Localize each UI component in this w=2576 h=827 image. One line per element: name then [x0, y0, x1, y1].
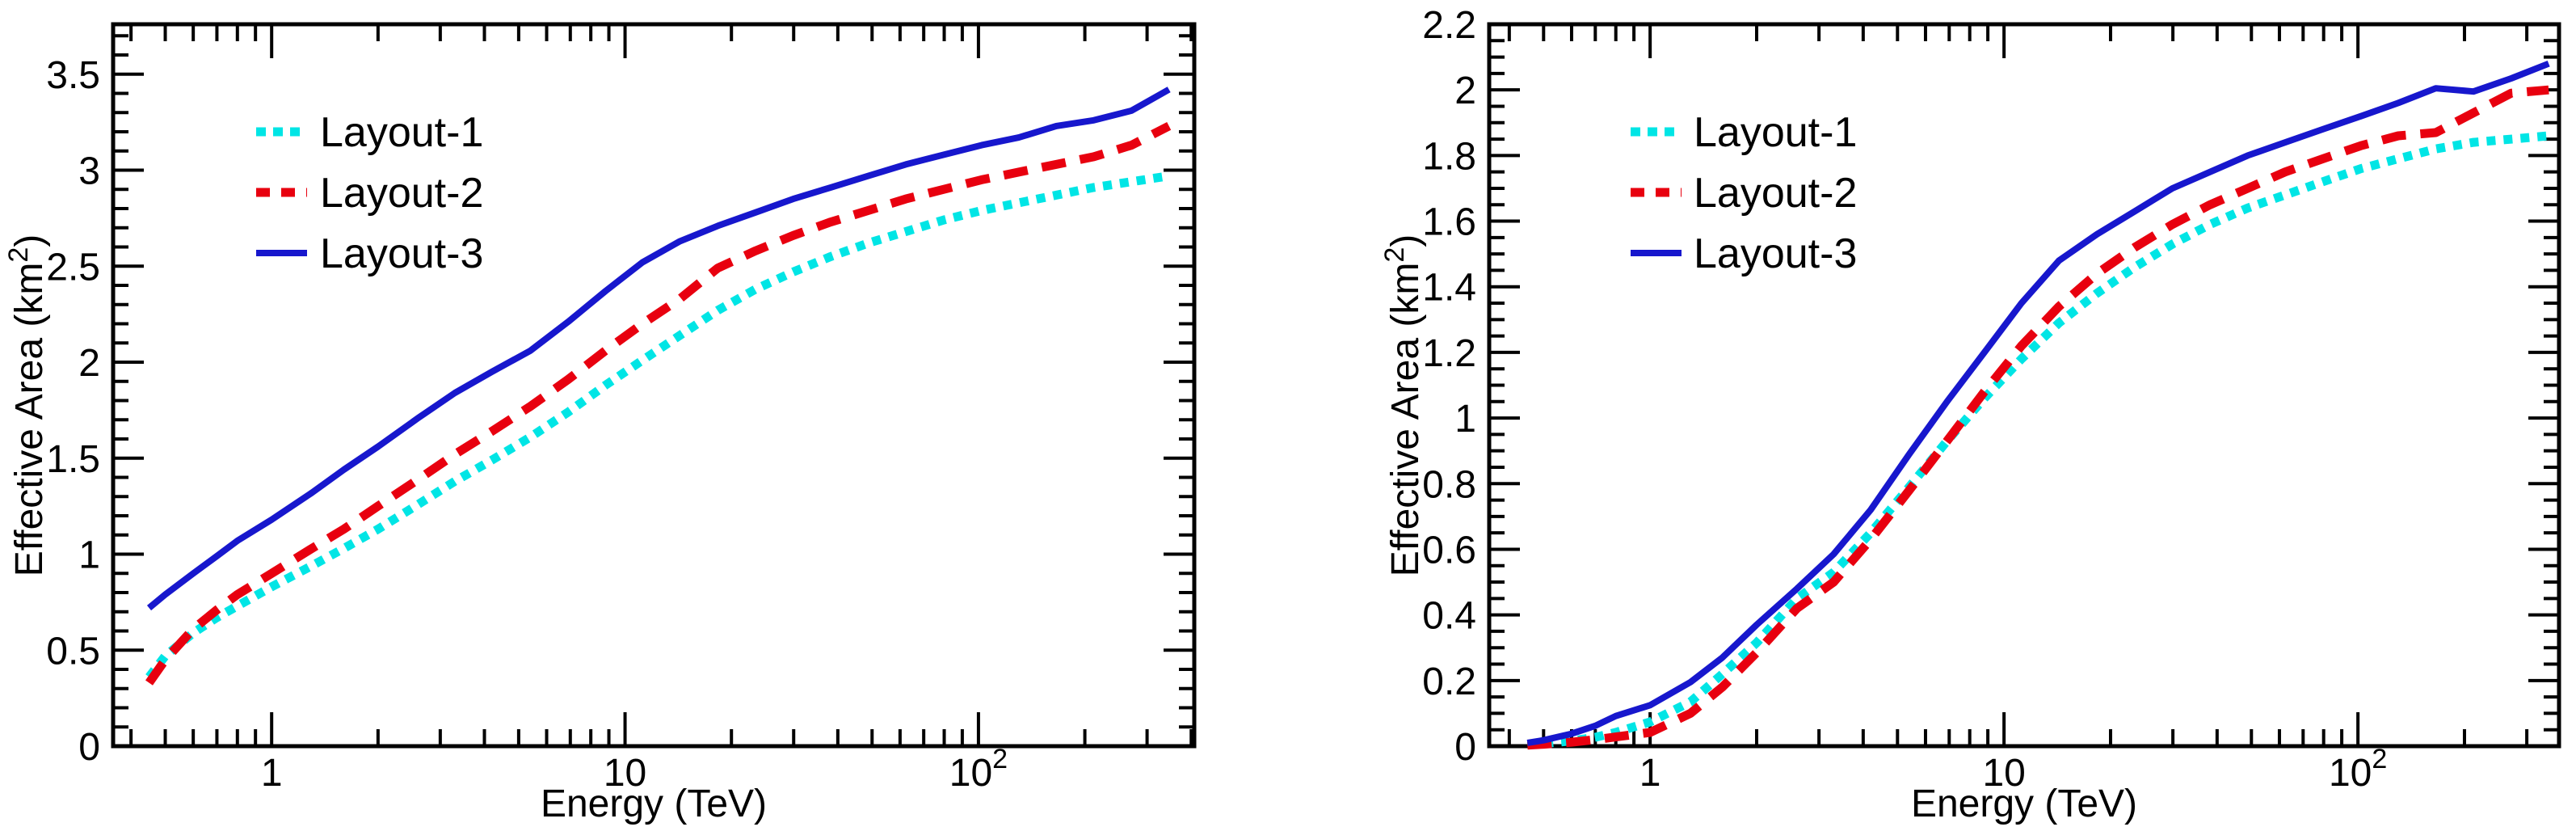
legend: Layout-1 Layout-2 Layout-3 — [1631, 109, 1857, 277]
curve-layout-1 — [1526, 131, 2549, 749]
y-tick-label: 3.5 — [46, 54, 100, 97]
legend-label-layout-2: Layout-2 — [320, 170, 483, 217]
x-axis-title: Energy (TeV) — [541, 783, 767, 825]
y-tick-label: 1 — [1454, 398, 1476, 441]
y-tick-label: 3 — [78, 150, 100, 193]
x-tick-label: 10 — [1982, 752, 2025, 795]
y-axis-title: Effective Area (km2) — [1379, 234, 1427, 577]
y-tick-label: 0 — [78, 726, 100, 769]
curve-layout-2 — [1526, 85, 2549, 750]
y-tick-label: 0.5 — [46, 630, 100, 673]
y-tick-labels: 0 0.2 0.4 0.6 0.8 1 1.2 1.4 1.6 1.8 2 2.2 — [1422, 4, 1476, 769]
axis-ticks — [113, 24, 1194, 748]
y-tick-label: 1 — [78, 534, 100, 577]
x-tick-labels: 1 10 102 — [261, 744, 1008, 795]
x-tick-label: 1 — [261, 752, 283, 795]
x-tick-labels: 1 10 102 — [1639, 744, 2387, 795]
y-tick-label: 0.4 — [1422, 595, 1476, 638]
legend-label-layout-1: Layout-1 — [1694, 109, 1857, 156]
y-tick-label: 2.2 — [1422, 4, 1476, 47]
y-tick-label: 0 — [1454, 726, 1476, 769]
y-tick-labels: 0 0.5 1 1.5 2 2.5 3 3.5 — [46, 54, 100, 769]
legend-label-layout-2: Layout-2 — [1694, 170, 1857, 217]
y-tick-label: 1.6 — [1422, 201, 1476, 244]
curves — [145, 86, 1172, 686]
y-tick-label: 2 — [1454, 70, 1476, 112]
curve-layout-1 — [145, 171, 1170, 680]
y-tick-label: 1.5 — [46, 438, 100, 481]
y-tick-label: 0.8 — [1422, 463, 1476, 506]
curve-layout-2 — [145, 122, 1172, 686]
legend: Layout-1 Layout-2 Layout-3 — [256, 109, 483, 277]
curve-layout-3 — [146, 86, 1171, 611]
y-tick-label: 1.8 — [1422, 135, 1476, 178]
plot-frame — [111, 22, 1197, 749]
curves — [1526, 60, 2550, 750]
curve-layout-3 — [1526, 60, 2550, 746]
y-tick-label: 0.6 — [1422, 529, 1476, 572]
x-tick-label: 10 — [604, 752, 646, 795]
x-tick-label: 102 — [949, 744, 1008, 795]
x-axis-title: Energy (TeV) — [1911, 783, 2137, 825]
legend-label-layout-3: Layout-3 — [1694, 230, 1857, 277]
x-tick-label: 1 — [1639, 752, 1661, 795]
y-tick-label: 0.2 — [1422, 660, 1476, 703]
x-tick-label: 102 — [2329, 744, 2387, 795]
y-tick-label: 1.2 — [1422, 332, 1476, 375]
y-tick-label: 2.5 — [46, 246, 100, 289]
y-tick-label: 1.4 — [1422, 267, 1476, 310]
right-panel: 1 10 102 0 0.2 0.4 0.6 0.8 1 1.2 1.4 1.6 1.8 2 2.2 Ener… — [1379, 4, 2561, 825]
left-panel: 1 10 102 0 0.5 1 1.5 2 2.5 3 3.5 Energy (TeV) Effect… — [3, 22, 1197, 825]
y-tick-label: 2 — [78, 342, 100, 385]
legend-label-layout-1: Layout-1 — [320, 109, 483, 156]
y-axis-title: Effective Area (km2) — [3, 234, 51, 577]
legend-label-layout-3: Layout-3 — [320, 230, 483, 277]
